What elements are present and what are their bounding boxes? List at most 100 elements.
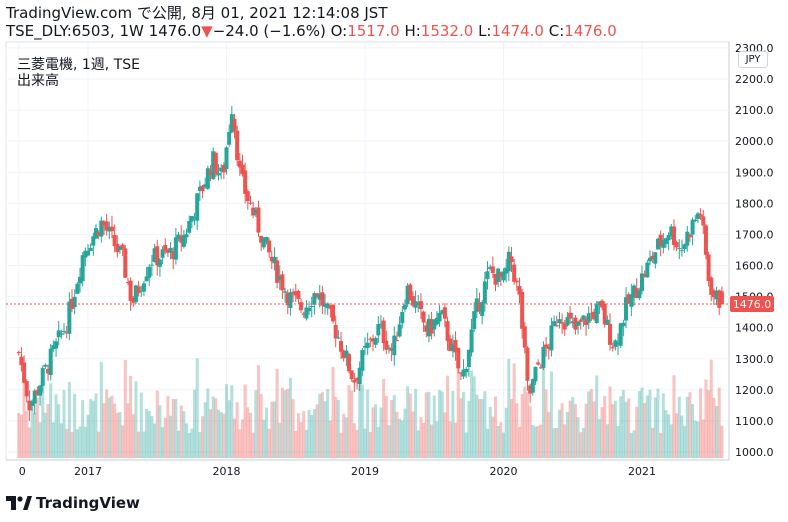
volume-bar — [368, 431, 372, 458]
candle-body — [152, 248, 157, 262]
volume-bar — [312, 409, 316, 458]
candle-body — [147, 266, 152, 278]
candle-body — [157, 259, 162, 267]
symbol-info: TSE_DLY:6503, 1W 1476.0 — [6, 22, 202, 40]
candle-body — [597, 301, 602, 305]
candle-body — [67, 301, 72, 334]
brand-logo[interactable]: TradingView — [6, 494, 140, 512]
candle-body — [647, 257, 652, 262]
candle-body — [640, 273, 644, 292]
candle-body — [99, 220, 104, 237]
candle-body — [504, 267, 509, 274]
volume-bar — [41, 384, 45, 458]
volume-bar — [491, 416, 495, 458]
candle-body — [485, 271, 490, 280]
volume-bar — [240, 419, 244, 458]
volume-bar — [462, 392, 466, 458]
volume-bar — [717, 387, 721, 458]
volume-bar — [643, 402, 647, 458]
volume-bar — [499, 422, 503, 458]
candle-body — [719, 291, 724, 305]
candle-body — [93, 228, 98, 239]
candle-body — [429, 319, 434, 334]
volume-bar — [171, 399, 175, 458]
candle-body — [19, 356, 24, 366]
volume-bar — [219, 412, 223, 458]
candle-body — [200, 185, 205, 192]
candle-body — [509, 256, 514, 263]
candle-body — [637, 290, 642, 299]
currency-label[interactable]: JPY — [738, 51, 768, 68]
volume-bar — [118, 411, 122, 458]
volume-bar — [62, 389, 66, 458]
volume-bar — [238, 429, 242, 458]
candle-body — [618, 323, 623, 346]
candle-body — [232, 118, 237, 131]
candle-body — [357, 367, 362, 385]
volume-bar — [347, 385, 351, 458]
volume-bar — [688, 392, 692, 458]
candle-body — [394, 340, 399, 342]
volume-bar — [145, 408, 149, 458]
price-tick-label: 1200.0 — [735, 384, 774, 397]
candle-body — [43, 364, 48, 367]
volume-bar — [38, 422, 42, 458]
volume-bar — [515, 403, 519, 458]
candle-body — [687, 234, 692, 238]
candle-body — [442, 307, 447, 319]
candle-body — [216, 172, 221, 176]
candle-body — [632, 285, 637, 298]
price-tick-label: 1700.0 — [735, 228, 774, 241]
volume-bar — [557, 409, 561, 458]
price-axis[interactable]: 1000.01100.01200.01300.01400.01500.01600… — [735, 42, 774, 459]
candle-body — [679, 250, 684, 252]
volume-bar — [539, 424, 543, 458]
candle-body — [144, 276, 149, 282]
candle-body — [610, 347, 615, 349]
candle-body — [128, 280, 133, 301]
candle-body — [698, 214, 703, 217]
volume-bar — [121, 425, 125, 458]
time-axis[interactable]: 0 2017 2018 2019 2020 2021 — [19, 465, 656, 478]
volume-bar — [129, 376, 133, 458]
candle-body — [496, 268, 501, 282]
volume-bar — [137, 431, 141, 458]
volume-bar — [155, 390, 159, 458]
candle-body — [658, 234, 663, 247]
volume-bar — [366, 389, 370, 458]
volume-bar — [91, 400, 95, 458]
volume-bar — [25, 411, 29, 458]
volume-bar — [328, 420, 332, 458]
candle-body — [168, 247, 173, 253]
volume-bar — [326, 389, 330, 458]
candle-body — [22, 362, 27, 383]
candle-body — [344, 350, 349, 358]
volume-bar — [227, 400, 231, 458]
volume-bar — [256, 365, 260, 458]
candle-body — [605, 319, 610, 326]
volume-bar — [627, 398, 631, 458]
candle-body — [251, 207, 256, 216]
candle-body — [341, 350, 346, 359]
candle-body — [229, 114, 234, 133]
volume-bar — [217, 409, 221, 458]
candle-body — [211, 151, 216, 180]
candle-body — [365, 342, 370, 349]
close-value: 1476.0 — [564, 22, 617, 40]
volume-bar — [195, 358, 199, 458]
candle-body — [576, 321, 581, 326]
candle-body — [703, 225, 708, 255]
volume-bar — [400, 420, 404, 458]
candle-body — [208, 170, 213, 176]
volume-bar — [549, 371, 553, 458]
candle-body — [514, 280, 519, 283]
candle-body — [629, 294, 634, 307]
volume-bar — [33, 412, 37, 458]
volume-bar — [667, 414, 671, 458]
candle-body — [253, 209, 258, 215]
volume-bar — [387, 425, 391, 458]
price-change: −24.0 (−1.6%) — [212, 22, 326, 40]
candle-body — [663, 238, 668, 245]
volume-bar — [336, 400, 340, 458]
